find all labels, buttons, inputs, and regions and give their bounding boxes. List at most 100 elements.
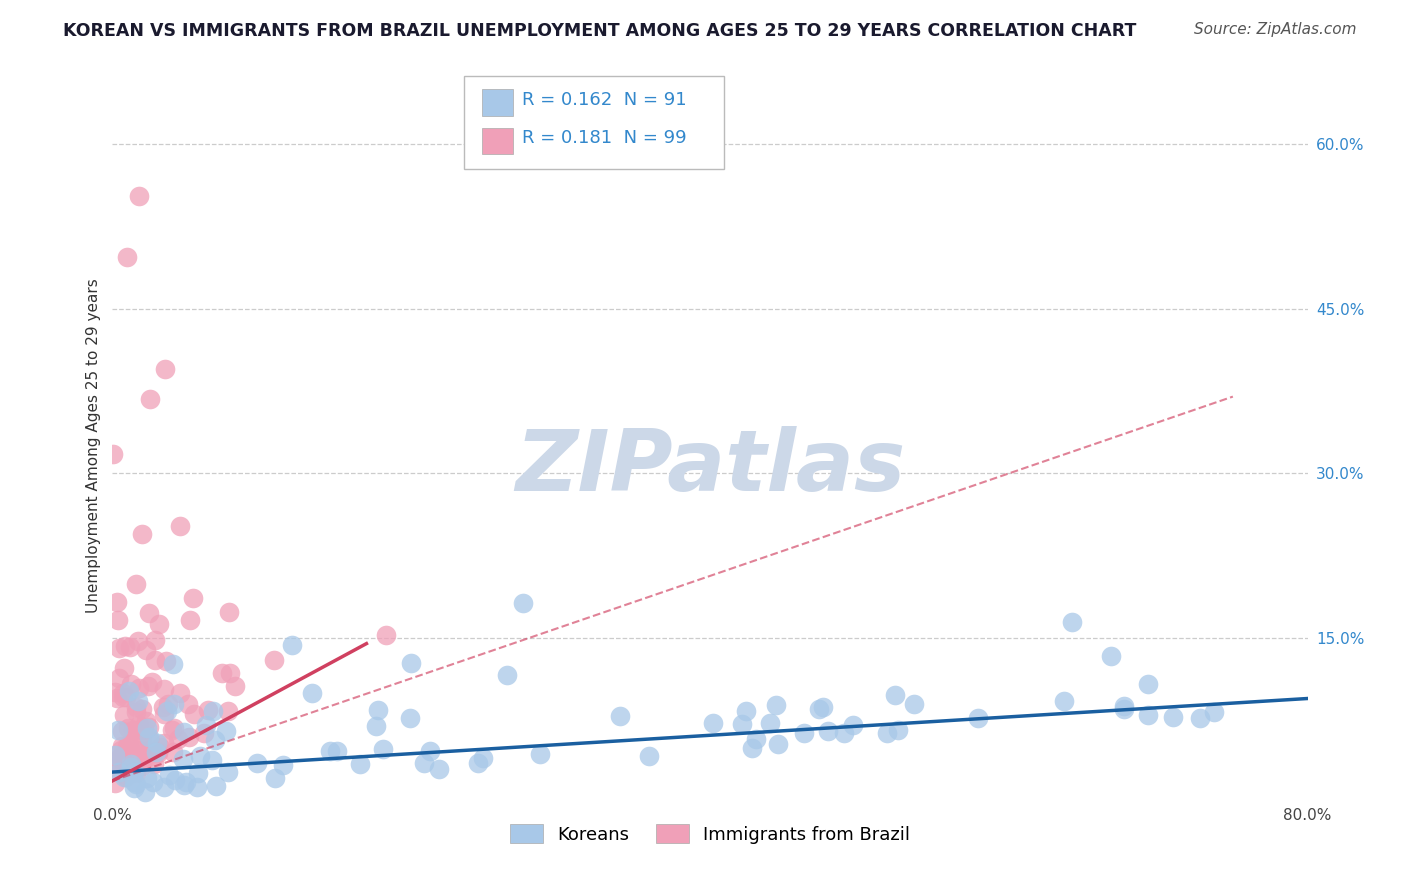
Point (529, 747, 551, 761)
Point (165, 772, 187, 787)
Point (399, 711, 422, 725)
Legend: Koreans, Immigrants from Brazil: Koreans, Immigrants from Brazil (503, 817, 917, 851)
Point (138, 606, 160, 620)
Point (138, 679, 160, 693)
Point (467, 756, 489, 770)
Point (186, 766, 208, 780)
Point (111, 723, 134, 738)
Point (181, 591, 204, 605)
Point (162, 657, 184, 671)
Point (156, 705, 179, 719)
Point (124, 761, 146, 775)
Point (107, 723, 129, 738)
Point (107, 755, 129, 769)
Point (1202, 706, 1225, 720)
Point (188, 749, 211, 764)
Point (201, 753, 224, 767)
Point (112, 708, 135, 723)
Point (138, 720, 160, 734)
Point (731, 717, 754, 731)
Point (1099, 648, 1122, 663)
Point (131, 727, 153, 741)
Point (766, 737, 789, 751)
Point (193, 725, 215, 739)
Point (108, 640, 131, 655)
Point (179, 613, 201, 627)
Point (1137, 677, 1160, 691)
Point (128, 188, 150, 202)
Point (741, 741, 763, 756)
Point (148, 616, 170, 631)
Text: KOREAN VS IMMIGRANTS FROM BRAZIL UNEMPLOYMENT AMONG AGES 25 TO 29 YEARS CORRELAT: KOREAN VS IMMIGRANTS FROM BRAZIL UNEMPLO… (63, 22, 1136, 40)
Point (120, 759, 142, 773)
Point (735, 704, 758, 718)
Point (112, 767, 135, 781)
Point (125, 766, 148, 780)
Point (104, 747, 127, 762)
Point (205, 779, 228, 793)
Point (125, 777, 148, 791)
Point (131, 733, 153, 747)
Point (118, 738, 141, 752)
Point (903, 698, 925, 712)
Point (273, 757, 295, 772)
Point (122, 774, 145, 789)
Point (167, 731, 190, 746)
Point (112, 686, 135, 700)
Point (169, 518, 191, 533)
Point (153, 682, 176, 697)
Point (224, 679, 246, 693)
Point (108, 671, 131, 685)
Point (512, 596, 534, 610)
Point (326, 744, 349, 758)
Point (876, 726, 898, 740)
Point (138, 744, 160, 758)
Point (793, 726, 815, 740)
Point (301, 686, 323, 700)
Point (263, 653, 285, 667)
Point (211, 666, 233, 681)
Point (142, 774, 165, 789)
Point (817, 723, 839, 738)
Point (174, 775, 197, 789)
Point (264, 771, 287, 785)
Point (163, 697, 186, 711)
Point (152, 700, 174, 714)
Point (127, 694, 149, 708)
Point (142, 748, 165, 763)
Point (139, 392, 162, 406)
Point (135, 714, 157, 728)
Point (319, 744, 342, 758)
Point (157, 768, 180, 782)
Point (131, 759, 153, 773)
Point (177, 730, 200, 744)
Point (146, 736, 169, 750)
Point (114, 639, 136, 653)
Point (201, 705, 224, 719)
Point (103, 685, 125, 699)
Point (128, 681, 150, 696)
Point (124, 765, 146, 780)
Point (1136, 707, 1159, 722)
Point (419, 744, 441, 758)
Point (765, 698, 787, 712)
Point (160, 723, 183, 737)
Point (103, 776, 125, 790)
Point (832, 725, 855, 739)
Point (145, 746, 167, 760)
Point (807, 702, 830, 716)
Point (122, 723, 145, 738)
Point (197, 703, 219, 717)
Point (127, 742, 149, 756)
Point (204, 733, 226, 747)
Point (472, 751, 495, 765)
Point (169, 686, 191, 700)
Point (128, 718, 150, 732)
Point (173, 725, 195, 739)
Point (127, 633, 149, 648)
Point (152, 736, 174, 750)
Point (1161, 710, 1184, 724)
Point (115, 690, 138, 704)
Point (120, 757, 142, 772)
Point (135, 749, 157, 764)
